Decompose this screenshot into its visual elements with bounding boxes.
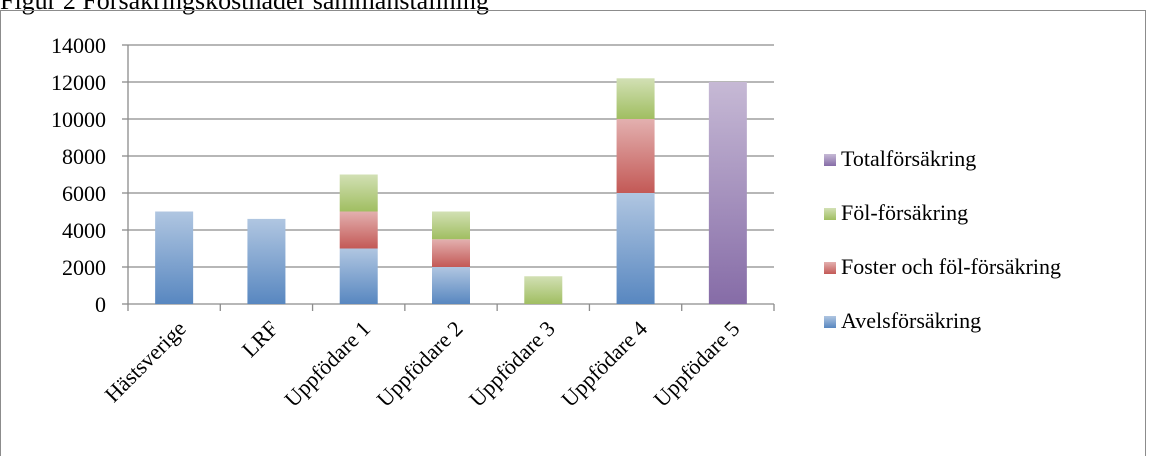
y-tick-label: 6000 (62, 181, 106, 206)
legend-swatch (824, 316, 836, 328)
bar-avelsf-rs-kring-2 (339, 248, 378, 304)
y-tick-label: 4000 (62, 218, 106, 243)
x-tick-label: Uppfödare 1 (279, 316, 375, 412)
x-tick-label: Uppfödare 3 (464, 316, 560, 412)
y-tick-label: 12000 (51, 70, 106, 95)
bar-totalf-rs-kring-6 (708, 82, 747, 304)
legend-label: Foster och föl-försäkring (841, 254, 1061, 279)
bar-avelsf-rs-kring-3 (432, 267, 470, 304)
y-tick-label: 10000 (51, 107, 106, 132)
x-tick-label: Uppfödare 2 (372, 316, 468, 412)
legend-swatch (824, 208, 836, 220)
legend-swatch (824, 262, 836, 274)
bar-foster-och-f-l-f-rs-kring-5 (616, 119, 655, 193)
legend-swatch (824, 154, 836, 166)
x-tick-label: Uppfödare 4 (556, 316, 652, 412)
bar-f-l-f-rs-kring-3 (432, 211, 470, 240)
chart-frame (0, 10, 1146, 456)
bar-foster-och-f-l-f-rs-kring-3 (432, 239, 470, 267)
y-tick-label: 8000 (62, 144, 106, 169)
bar-avelsf-rs-kring-1 (247, 218, 286, 304)
y-tick-label: 0 (95, 292, 106, 317)
legend-label: Föl-försäkring (841, 200, 968, 225)
bar-f-l-f-rs-kring-2 (339, 174, 378, 212)
bar-avelsf-rs-kring-0 (155, 211, 194, 304)
bar-f-l-f-rs-kring-4 (524, 276, 563, 304)
figure-caption: Figur 2 Försäkringskostnader sammanställ… (0, 0, 489, 15)
x-tick-label: LRF (237, 316, 283, 362)
bar-f-l-f-rs-kring-5 (616, 78, 655, 119)
y-tick-label: 2000 (62, 255, 106, 280)
x-tick-label: Uppfödare 5 (649, 316, 745, 412)
bar-avelsf-rs-kring-5 (616, 193, 655, 304)
legend-label: Totalförsäkring (841, 146, 976, 171)
x-tick-label: Hästsverige (100, 316, 191, 407)
y-tick-label: 14000 (51, 33, 106, 58)
bar-foster-och-f-l-f-rs-kring-2 (339, 211, 378, 249)
legend-label: Avelsförsäkring (841, 308, 981, 333)
